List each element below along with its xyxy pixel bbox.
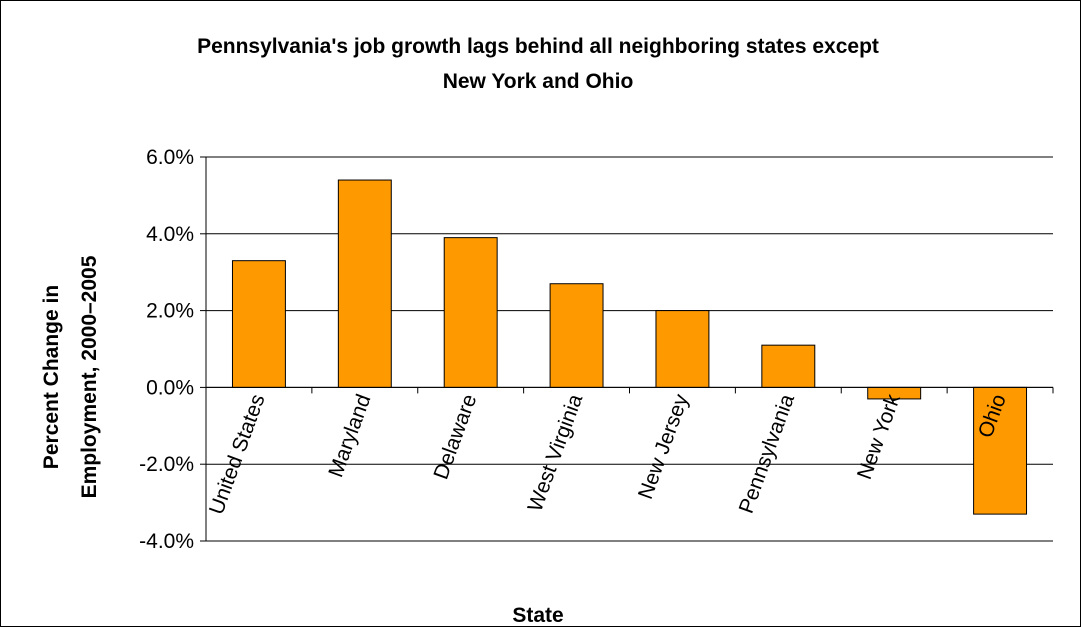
y-tick-label: -2.0% — [139, 453, 194, 476]
bar-new-jersey — [655, 310, 710, 388]
bars — [231, 179, 1028, 515]
bar-maryland — [337, 179, 392, 388]
gridlines — [206, 156, 1053, 542]
y-tick-label: -4.0% — [139, 530, 194, 553]
x-category-label: Delaware — [429, 391, 481, 482]
x-category-labels: United States Maryland Delaware West Virgin… — [205, 391, 1011, 518]
y-tick-label: 0.0% — [146, 376, 194, 399]
bar-ohio — [973, 386, 1028, 515]
y-tick-label: 6.0% — [146, 146, 194, 169]
y-tick-label: 2.0% — [146, 300, 194, 323]
chart-title-line-1: Pennsylvania's job growth lags behind al… — [197, 35, 879, 58]
bar-west-virginia — [549, 283, 604, 388]
axes — [200, 156, 1054, 542]
bar-united-states — [231, 260, 286, 388]
x-category-label: New York — [853, 391, 905, 483]
x-category-label: Pennsylvania — [735, 391, 799, 517]
x-category-label: United States — [205, 391, 270, 517]
y-tick-labels: -4.0% -2.0% 0.0% 2.0% 4.0% 6.0% — [139, 146, 194, 553]
y-axis-title-line-2: Employment, 2000–2005 — [78, 255, 101, 498]
chart-title-line-2: New York and Ohio — [443, 70, 634, 93]
x-category-label: Maryland — [324, 391, 375, 480]
bar-delaware — [443, 237, 498, 388]
y-tick-label: 4.0% — [146, 223, 194, 246]
x-category-label: West Virginia — [524, 391, 588, 515]
x-axis-title: State — [512, 604, 563, 627]
y-axis-title-line-1: Percent Change in — [40, 285, 63, 469]
x-category-label: New Jersey — [634, 391, 693, 502]
bar-pennsylvania — [761, 344, 816, 388]
